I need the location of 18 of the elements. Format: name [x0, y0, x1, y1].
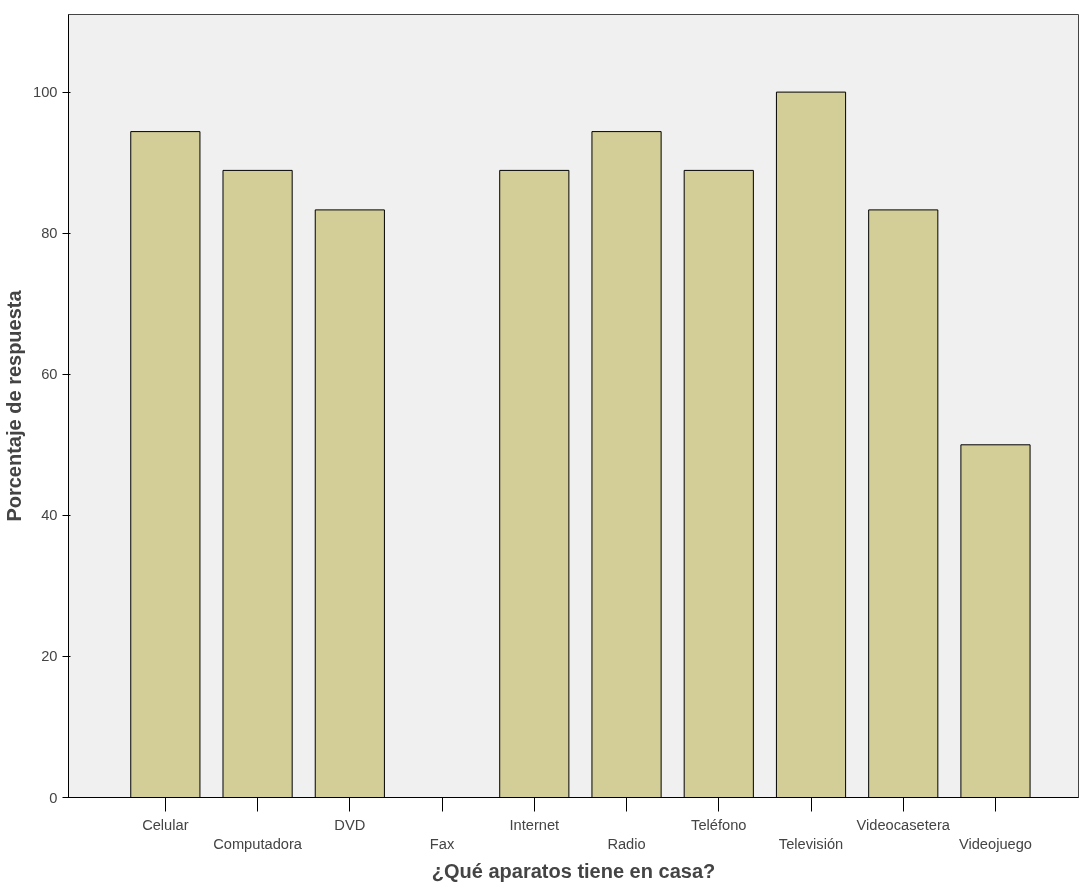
x-axis-title: ¿Qué aparatos tiene en casa?: [431, 859, 716, 882]
x-tick-label: Teléfono: [691, 816, 747, 833]
y-tick-label: 20: [41, 648, 58, 665]
y-tick-label: 100: [33, 84, 58, 101]
y-axis-title: Porcentaje de respuesta: [3, 289, 26, 522]
x-tick-label: Celular: [142, 816, 189, 833]
y-tick-label: 0: [49, 789, 58, 806]
x-tick-label: Televisión: [778, 835, 844, 852]
x-tick-label: Videocasetera: [856, 816, 951, 833]
y-tick-label: 80: [41, 225, 58, 242]
x-tick-label: Internet: [509, 816, 560, 833]
x-tick-label: Videojuego: [958, 835, 1033, 852]
y-tick-label: 60: [41, 366, 58, 383]
x-tick-label: Radio: [607, 835, 646, 852]
x-tick-label: Computadora: [213, 835, 303, 852]
x-tick-label: DVD: [334, 816, 366, 833]
y-tick-label: 40: [41, 507, 58, 524]
x-tick-label: Fax: [429, 835, 455, 852]
